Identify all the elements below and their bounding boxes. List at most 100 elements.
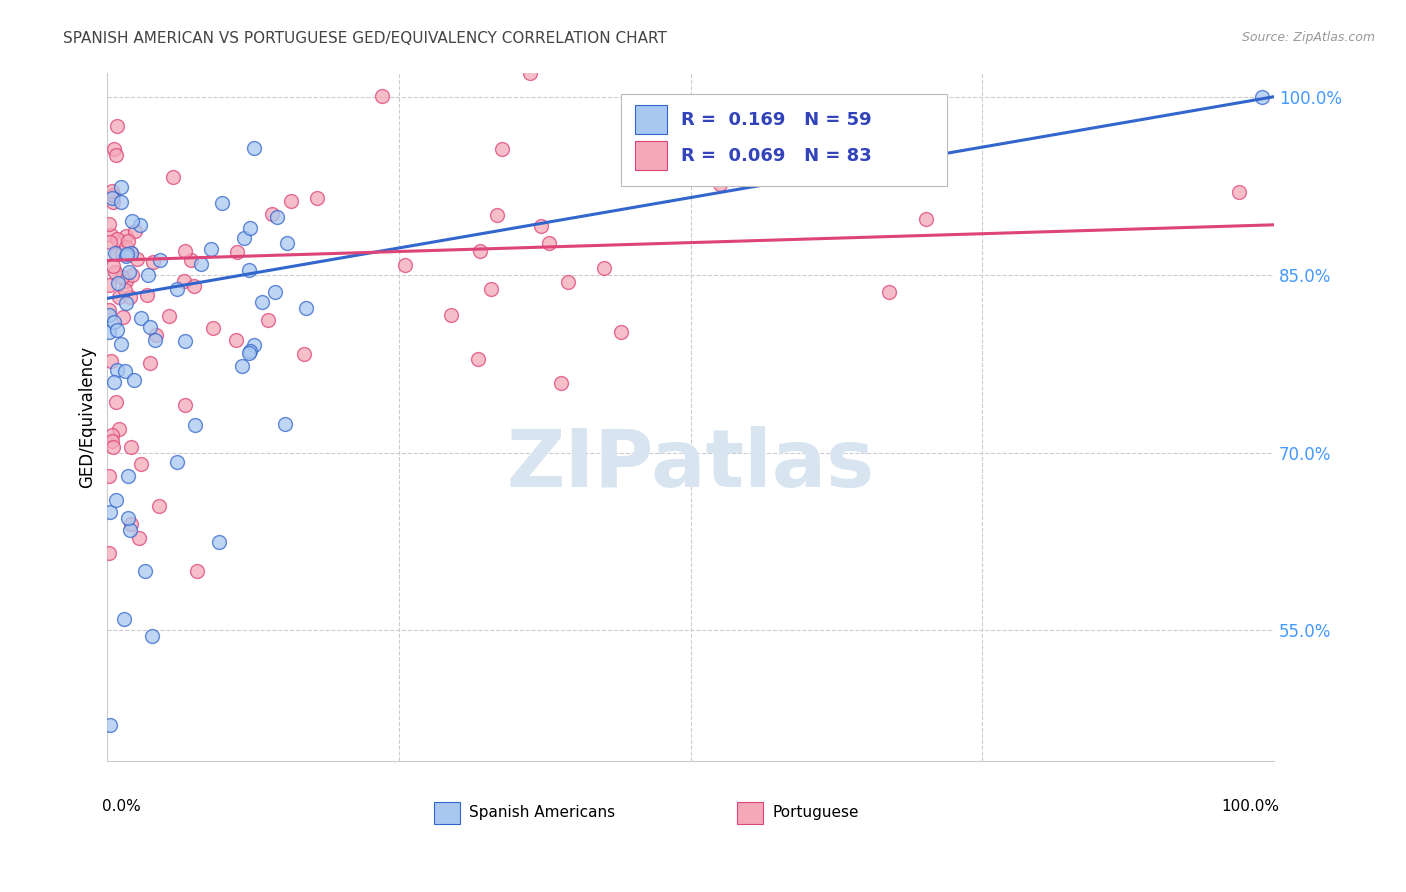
Point xyxy=(114,249,136,263)
Point xyxy=(134,564,156,578)
Point xyxy=(103,315,125,329)
Point xyxy=(202,320,225,334)
Point xyxy=(232,231,254,245)
Point xyxy=(114,364,136,378)
Point xyxy=(157,309,180,323)
Point xyxy=(103,375,125,389)
Point xyxy=(105,119,128,133)
Point xyxy=(97,546,120,560)
Text: SPANISH AMERICAN VS PORTUGUESE GED/EQUIVALENCY CORRELATION CHART: SPANISH AMERICAN VS PORTUGUESE GED/EQUIV… xyxy=(63,31,666,46)
Point xyxy=(174,244,197,258)
Point xyxy=(128,218,150,232)
Point xyxy=(139,356,162,370)
Point xyxy=(105,148,128,162)
Point xyxy=(273,417,295,431)
Point xyxy=(120,245,142,260)
Point xyxy=(200,242,222,256)
Point xyxy=(101,194,124,209)
Point xyxy=(115,247,138,261)
Text: ZIPatlas: ZIPatlas xyxy=(506,426,875,504)
Point xyxy=(117,511,139,525)
Point xyxy=(266,210,288,224)
Point xyxy=(98,235,121,249)
Point xyxy=(115,295,138,310)
Point xyxy=(122,373,145,387)
Point xyxy=(263,285,285,300)
Point xyxy=(260,206,283,220)
Point xyxy=(108,290,131,304)
Point xyxy=(183,278,205,293)
Text: 100.0%: 100.0% xyxy=(1222,799,1279,814)
Point xyxy=(186,564,208,578)
Point xyxy=(491,142,513,156)
Point xyxy=(143,333,166,347)
Point xyxy=(173,274,195,288)
Point xyxy=(238,346,260,360)
Point xyxy=(115,229,138,244)
Point xyxy=(276,235,298,250)
Point xyxy=(817,138,839,153)
Point xyxy=(100,427,122,442)
Point xyxy=(98,505,121,519)
Text: Source: ZipAtlas.com: Source: ZipAtlas.com xyxy=(1241,31,1375,45)
Point xyxy=(129,458,152,472)
Point xyxy=(105,363,128,377)
Point xyxy=(184,417,207,432)
Point xyxy=(162,169,184,184)
Point xyxy=(97,325,120,339)
Point xyxy=(1251,89,1274,103)
Point xyxy=(440,309,463,323)
Point xyxy=(104,246,127,260)
Text: R =  0.169   N = 59: R = 0.169 N = 59 xyxy=(682,111,872,128)
Point xyxy=(139,319,162,334)
Bar xyxy=(737,802,763,823)
Point xyxy=(307,191,329,205)
Point xyxy=(118,523,141,537)
Point xyxy=(117,235,139,249)
Point xyxy=(110,180,132,194)
Point xyxy=(97,469,120,483)
Point xyxy=(128,531,150,545)
Point xyxy=(108,422,131,436)
Point xyxy=(111,246,134,260)
Point xyxy=(231,359,253,373)
Point xyxy=(292,347,315,361)
Point xyxy=(105,232,128,246)
Point xyxy=(211,196,233,211)
Point xyxy=(238,262,260,277)
Point xyxy=(101,440,124,454)
Point xyxy=(295,301,318,315)
Point xyxy=(115,240,138,254)
Point xyxy=(98,308,121,322)
Point xyxy=(111,310,134,325)
Point xyxy=(239,343,262,358)
Point xyxy=(101,184,124,198)
Point xyxy=(225,333,247,347)
Point xyxy=(125,252,148,267)
Point xyxy=(100,227,122,242)
Bar xyxy=(634,105,668,134)
Point xyxy=(121,268,143,283)
Point xyxy=(120,246,142,260)
Point xyxy=(709,177,731,191)
Point xyxy=(129,311,152,326)
Point xyxy=(394,258,416,272)
Point xyxy=(610,326,633,340)
Point xyxy=(135,288,157,302)
Point xyxy=(243,338,266,352)
Point xyxy=(485,208,508,222)
Point xyxy=(98,303,121,318)
Point xyxy=(100,434,122,448)
Point xyxy=(120,516,142,531)
Point xyxy=(280,194,302,209)
Point xyxy=(467,352,489,367)
Point xyxy=(121,214,143,228)
Point xyxy=(149,252,172,267)
Point xyxy=(593,261,616,276)
Point xyxy=(114,283,136,297)
Point xyxy=(141,629,163,643)
Point xyxy=(104,265,127,279)
Point xyxy=(479,282,502,296)
Point xyxy=(208,534,231,549)
Text: Portuguese: Portuguese xyxy=(772,805,859,820)
